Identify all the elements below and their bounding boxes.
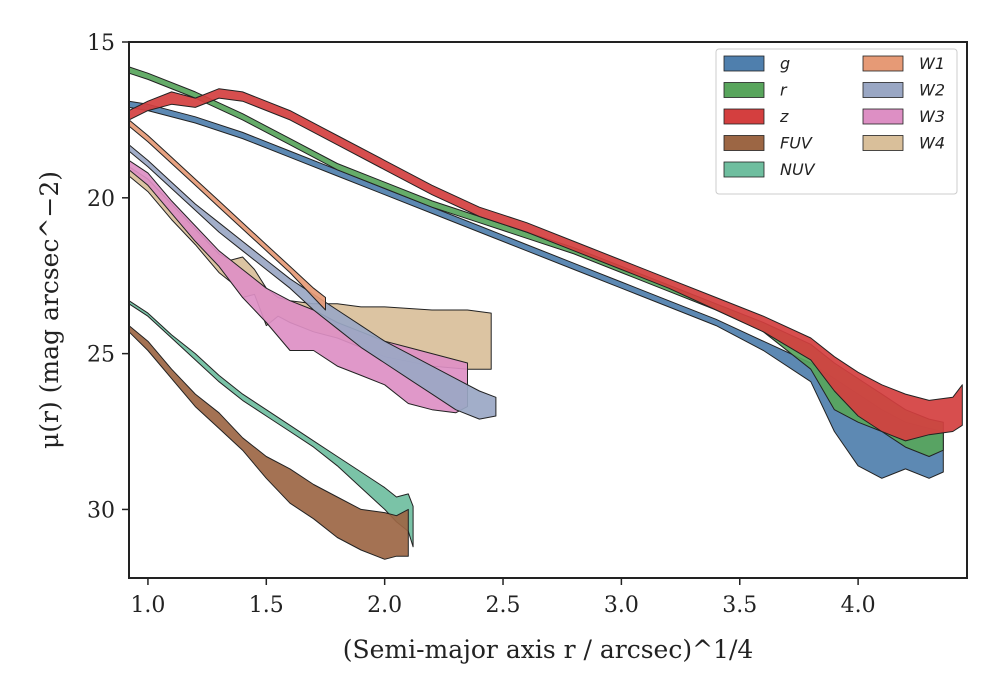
band-NUV xyxy=(128,300,414,548)
legend-label-W2: W2 xyxy=(919,81,945,100)
y-axis-label: μ(r) (mag arcsec^−2) xyxy=(35,171,64,449)
legend-label-FUV: FUV xyxy=(780,134,813,153)
x-tick-label: 2.5 xyxy=(486,593,521,618)
band-r xyxy=(128,66,944,457)
legend-swatch-W2 xyxy=(862,82,904,98)
legend-swatch-r xyxy=(723,82,765,98)
legend-label-W1: W1 xyxy=(919,54,945,73)
x-tick-label: 2.0 xyxy=(367,593,402,618)
x-axis-label: (Semi-major axis r / arcsec)^1/4 xyxy=(343,635,754,664)
profile-bands xyxy=(128,66,963,560)
legend-swatch-W1 xyxy=(862,55,904,72)
band-g xyxy=(128,100,944,479)
legend-label-r: r xyxy=(780,81,788,100)
y-axis-ticks: 15 20 25 30 xyxy=(87,31,129,523)
legend-swatch-z xyxy=(723,108,765,125)
legend-swatch-FUV xyxy=(723,135,765,151)
x-axis-ticks: 1.0 1.5 2.0 2.5 3.0 3.5 4.0 xyxy=(130,578,876,618)
band-FUV xyxy=(128,325,409,560)
y-tick-label: 20 xyxy=(87,187,115,212)
x-tick-label: 4.0 xyxy=(841,593,876,618)
band-z xyxy=(128,88,963,442)
x-tick-label: 3.5 xyxy=(722,593,757,618)
legend-label-W4: W4 xyxy=(919,134,945,153)
band-W2 xyxy=(128,144,497,420)
y-tick-label: 15 xyxy=(87,31,115,56)
legend-swatch-W4 xyxy=(862,135,904,151)
legend-swatch-W3 xyxy=(862,108,904,125)
y-tick-label: 30 xyxy=(87,498,115,523)
band-W1 xyxy=(128,119,326,311)
legend-swatch-NUV xyxy=(723,161,765,178)
legend-label-g: g xyxy=(780,54,790,73)
legend-label-NUV: NUV xyxy=(780,160,816,179)
plot-frame xyxy=(128,41,968,579)
y-tick-label: 25 xyxy=(87,343,115,368)
legend-label-W3: W3 xyxy=(919,107,945,126)
legend-swatch-g xyxy=(723,55,765,72)
legend: grz FUV NUV W1 W2 W3 W4 xyxy=(715,48,958,195)
x-tick-label: 3.0 xyxy=(604,593,639,618)
x-tick-label: 1.0 xyxy=(130,593,165,618)
x-tick-label: 1.5 xyxy=(249,593,284,618)
legend-label-z: z xyxy=(779,107,789,126)
